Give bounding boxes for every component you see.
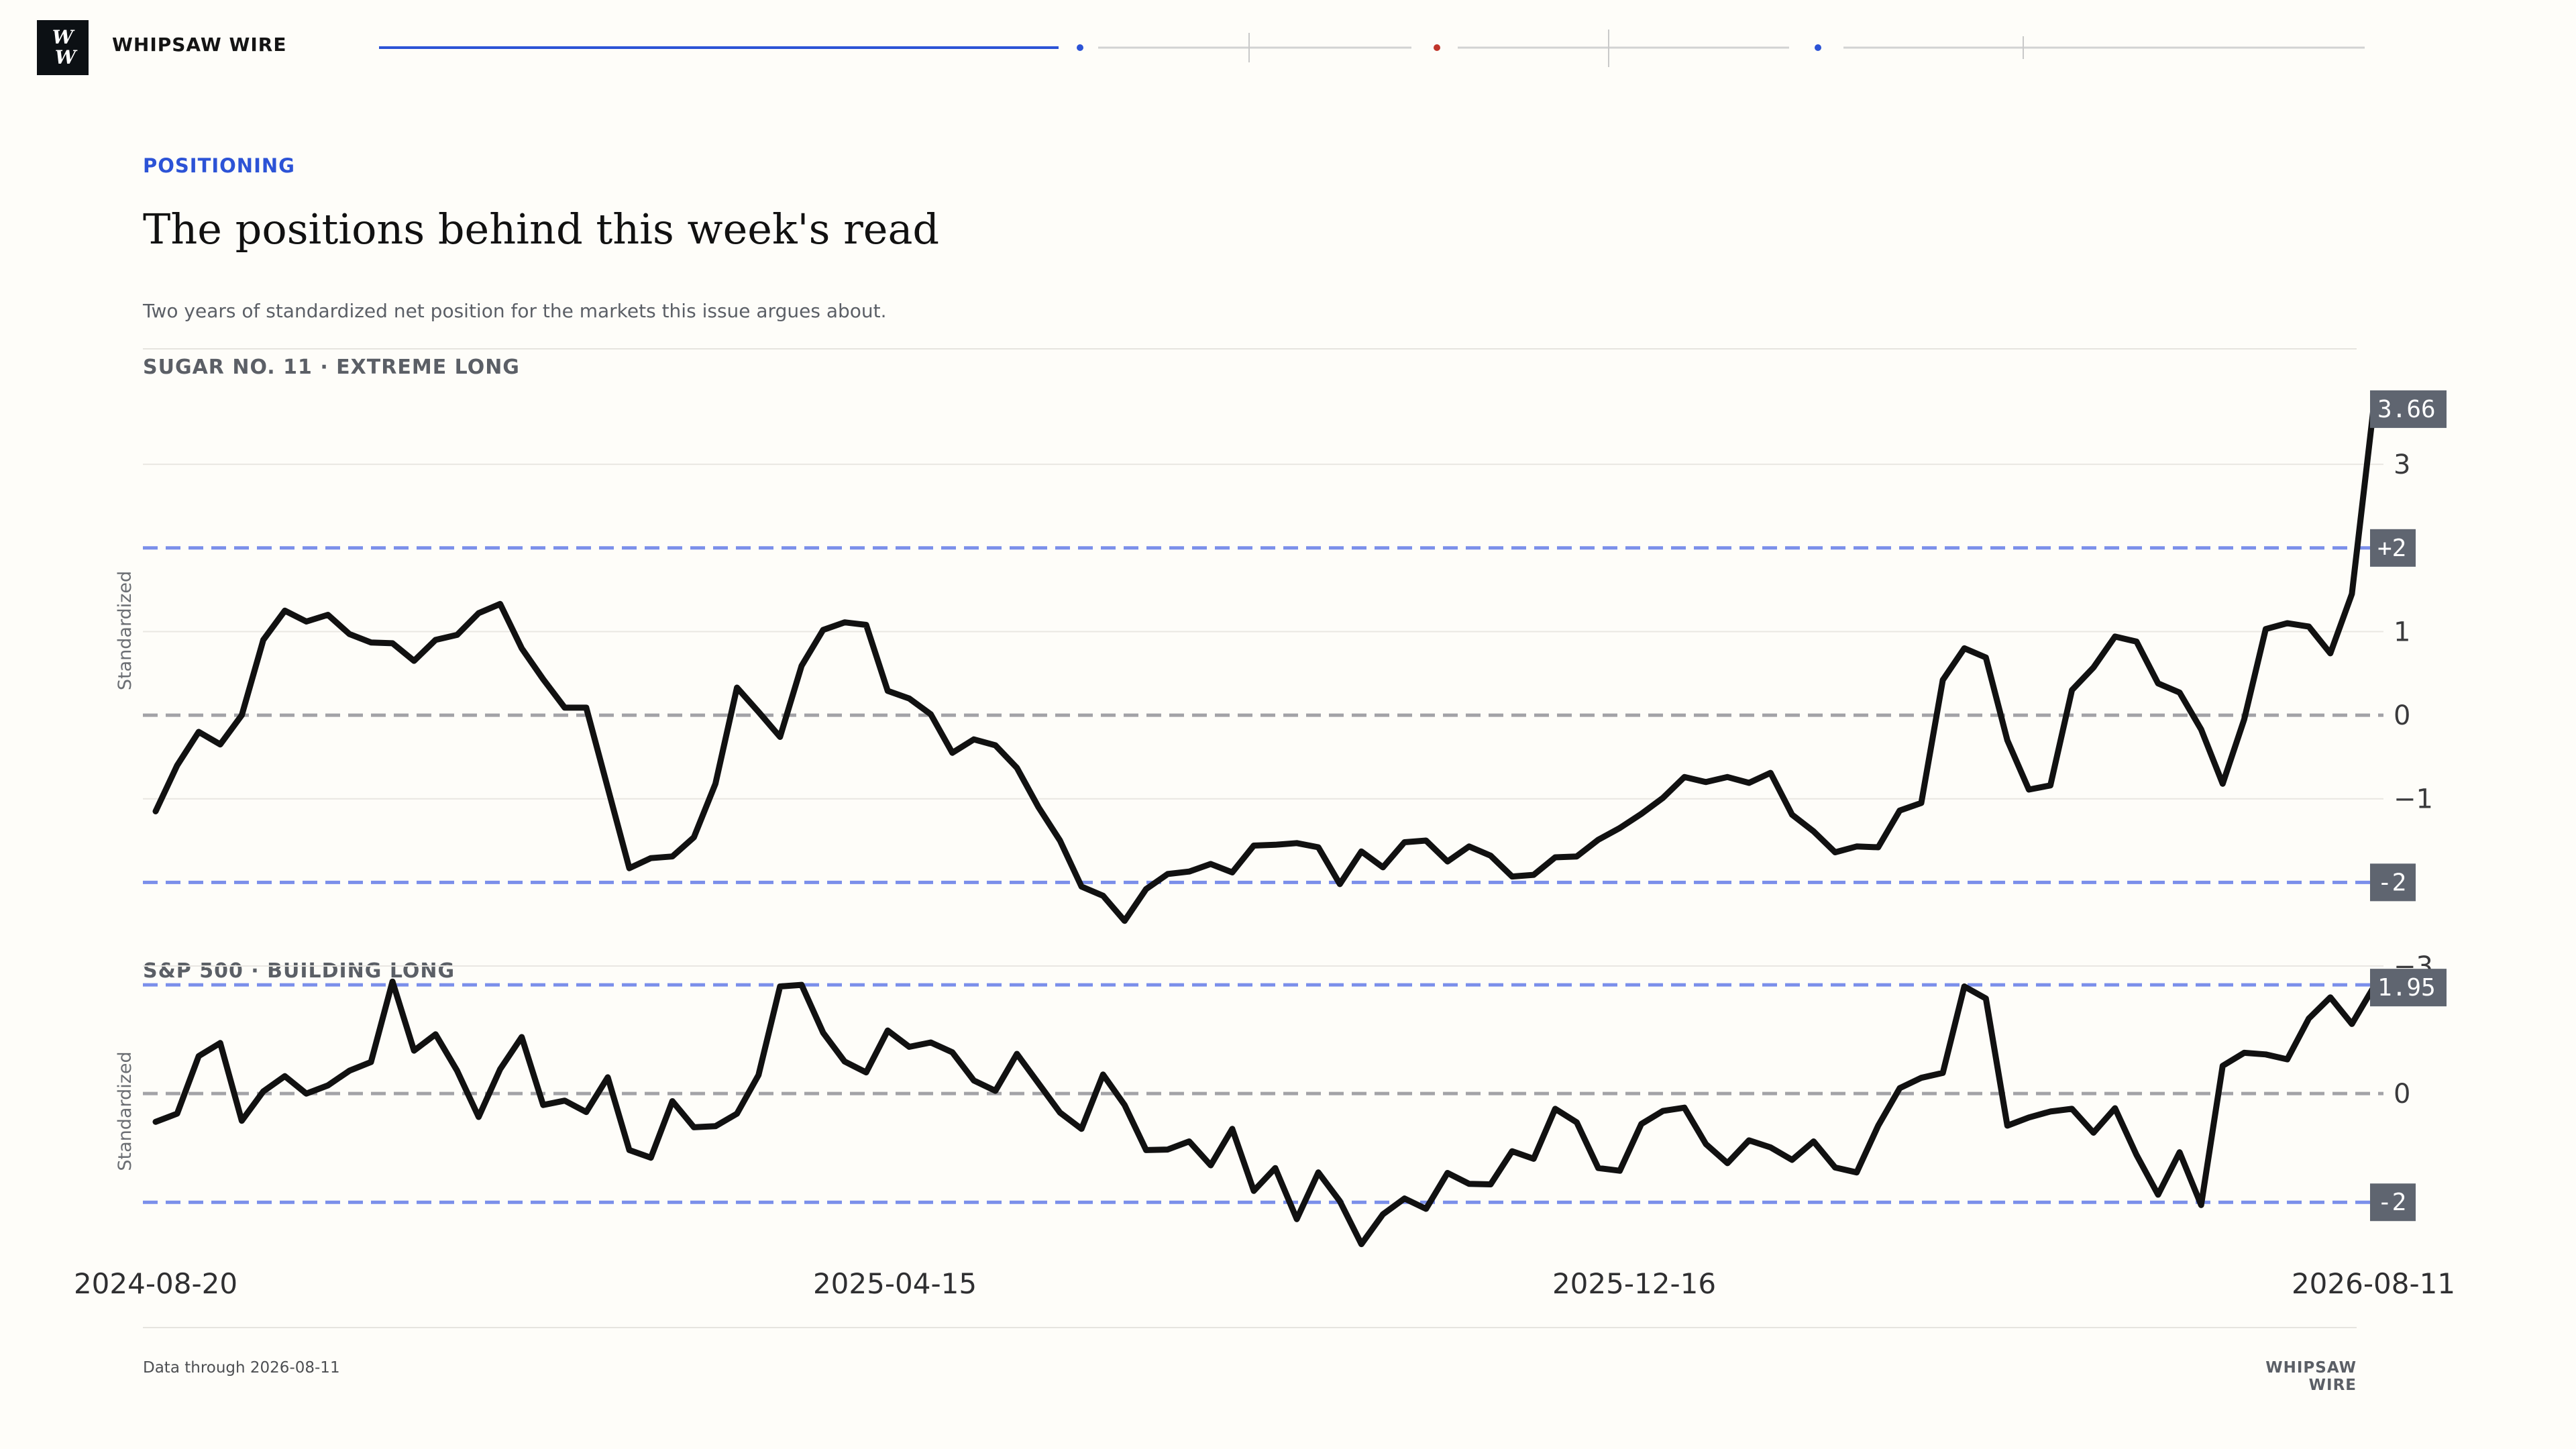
progress-dot-2[interactable] (1434, 44, 1440, 51)
last-value-badge-text: 3.66 (2377, 396, 2436, 423)
last-value-badge-bg (2370, 390, 2447, 428)
logo-letter-top: W (52, 26, 74, 48)
threshold-badge: +2 (2370, 529, 2416, 567)
footer-divider (143, 1327, 2357, 1328)
threshold-badge-text: -2 (2377, 1189, 2406, 1216)
threshold-badge: -2 (2370, 1183, 2416, 1222)
masthead: W W WHIPSAW WIRE (0, 0, 2576, 94)
positioning-charts: 310−1−3Standardized+2-23.660Standardized… (74, 390, 2455, 1300)
chart-panel-2: 0 Standardized 2024-08-20 2025-04-15 2025-12… (74, 978, 2455, 1300)
last-value-badge-text: 1.95 (2377, 974, 2436, 1002)
y-tick-label: 0 (2394, 1079, 2410, 1110)
y-tick-label: 1 (2394, 616, 2410, 647)
brand-logo[interactable]: W W (37, 20, 89, 75)
threshold-badge-bg (2370, 529, 2416, 567)
section-kicker: POSITIONING (143, 154, 295, 177)
header-divider (143, 348, 2357, 350)
y-tick-label: 3 (2394, 449, 2410, 480)
x-tick-label: 2026-08-11 (2292, 1267, 2455, 1300)
page-subtitle: Two years of standardized net position f… (143, 300, 887, 322)
progress-dot-1[interactable] (1077, 44, 1083, 51)
x-tick-label: 2024-08-20 (74, 1267, 237, 1300)
brand-name[interactable]: WHIPSAW WIRE (112, 34, 287, 56)
series-line[interactable] (152, 406, 2377, 924)
threshold-badge: -2 (2370, 863, 2416, 902)
last-value-badge-bg (2370, 969, 2447, 1007)
page-title: The positions behind this week's read (143, 205, 940, 254)
threshold-badge-bg (2370, 863, 2416, 902)
data-through-note: Data through 2026-08-11 (143, 1359, 340, 1377)
y-axis-label: Standardized (115, 571, 136, 690)
threshold-badge-text: +2 (2377, 535, 2406, 562)
logo-letter-bottom: W (54, 46, 76, 68)
x-tick-label: 2025-12-16 (1552, 1267, 1716, 1300)
y-axis-label: Standardized (115, 1051, 136, 1171)
series-line[interactable] (152, 978, 2377, 1248)
section-progress (379, 30, 2365, 67)
panel-1-title: SUGAR NO. 11 · EXTREME LONG (143, 356, 520, 379)
panel-2-title: S&P 500 · BUILDING LONG (143, 959, 455, 983)
x-tick-label: 2025-04-15 (813, 1267, 977, 1300)
last-value-badge: 3.66 (2370, 390, 2447, 428)
threshold-badge-text: -2 (2377, 869, 2406, 896)
last-value-badge: 1.95 (2370, 969, 2447, 1007)
y-tick-label: 0 (2394, 700, 2410, 731)
threshold-badge-bg (2370, 1183, 2416, 1222)
progress-dot-3[interactable] (1815, 44, 1821, 51)
y-tick-label: −1 (2394, 784, 2433, 815)
footer-brand: WHIPSAW WIRE (2265, 1359, 2357, 1394)
